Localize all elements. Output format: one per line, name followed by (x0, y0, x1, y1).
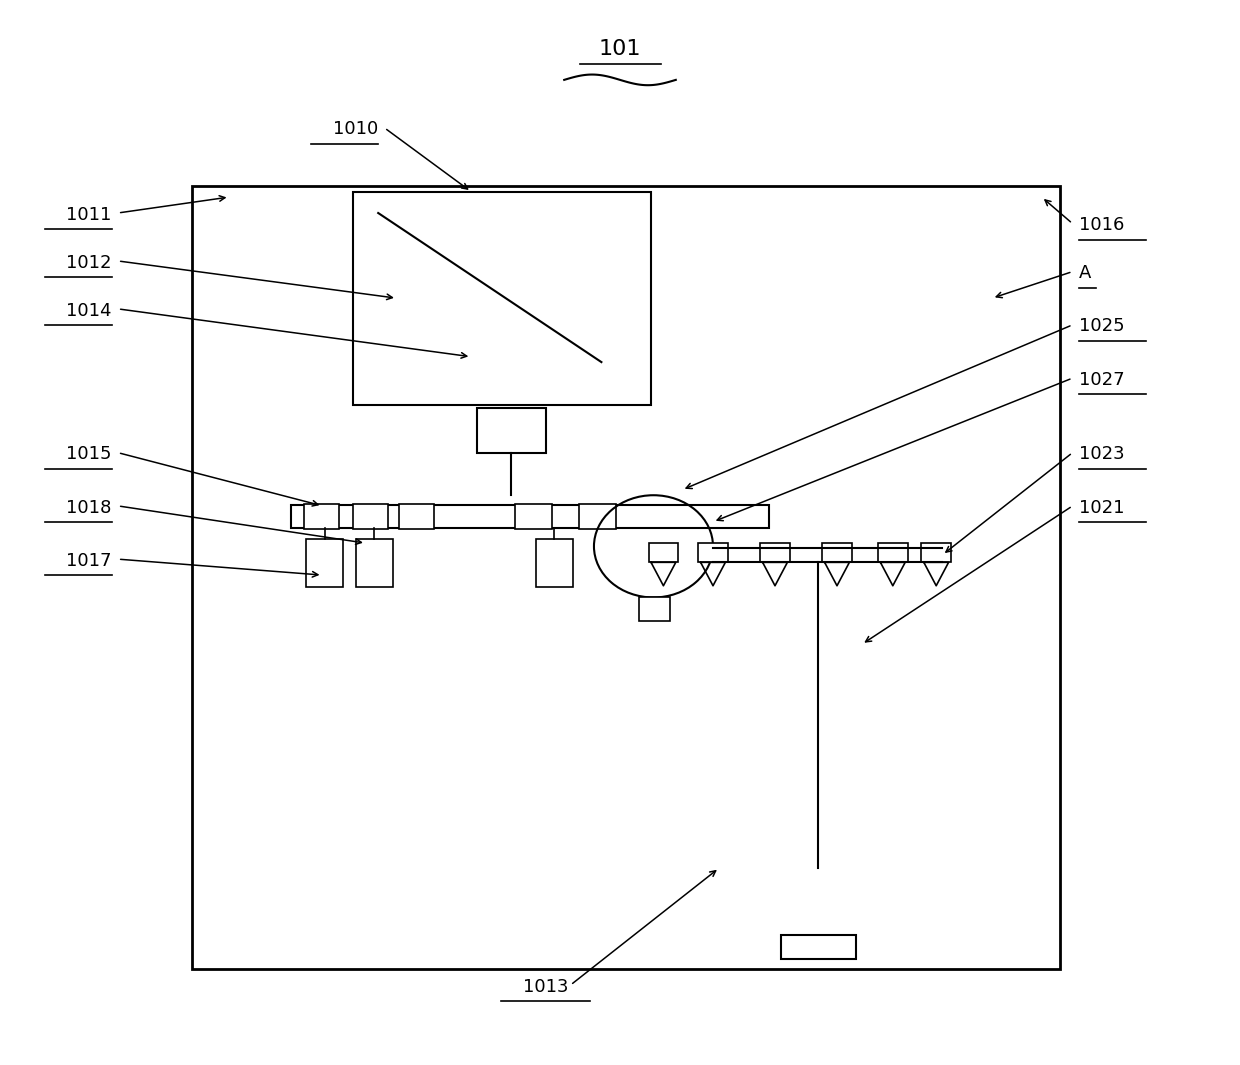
Bar (822, 543, 852, 562)
Bar (921, 543, 951, 562)
Bar (306, 539, 343, 587)
Text: A: A (1079, 264, 1091, 282)
Bar (781, 935, 856, 959)
Text: 1027: 1027 (1079, 371, 1125, 389)
Bar (353, 504, 388, 529)
Bar (515, 504, 552, 529)
Text: 1025: 1025 (1079, 317, 1125, 335)
Bar (304, 504, 339, 529)
Text: 1014: 1014 (66, 301, 112, 320)
Bar (878, 543, 908, 562)
Bar (639, 597, 670, 621)
Bar (192, 186, 1060, 969)
Bar (536, 539, 573, 587)
Bar (579, 504, 616, 529)
Bar (760, 543, 790, 562)
Bar (477, 408, 546, 453)
Text: 101: 101 (599, 38, 641, 59)
Text: 1023: 1023 (1079, 445, 1125, 463)
Text: 1012: 1012 (66, 253, 112, 272)
Bar (356, 539, 393, 587)
Text: 1021: 1021 (1079, 498, 1125, 517)
Text: 1010: 1010 (334, 120, 378, 138)
Text: 1017: 1017 (66, 552, 112, 570)
Bar (698, 543, 728, 562)
Text: 1013: 1013 (523, 978, 568, 996)
Bar (291, 505, 769, 528)
Bar (399, 504, 434, 529)
Text: 1018: 1018 (66, 498, 112, 517)
Text: 1011: 1011 (66, 206, 112, 224)
Bar (353, 192, 651, 405)
Text: 1016: 1016 (1079, 216, 1125, 234)
Bar (649, 543, 678, 562)
Text: 1015: 1015 (66, 445, 112, 463)
